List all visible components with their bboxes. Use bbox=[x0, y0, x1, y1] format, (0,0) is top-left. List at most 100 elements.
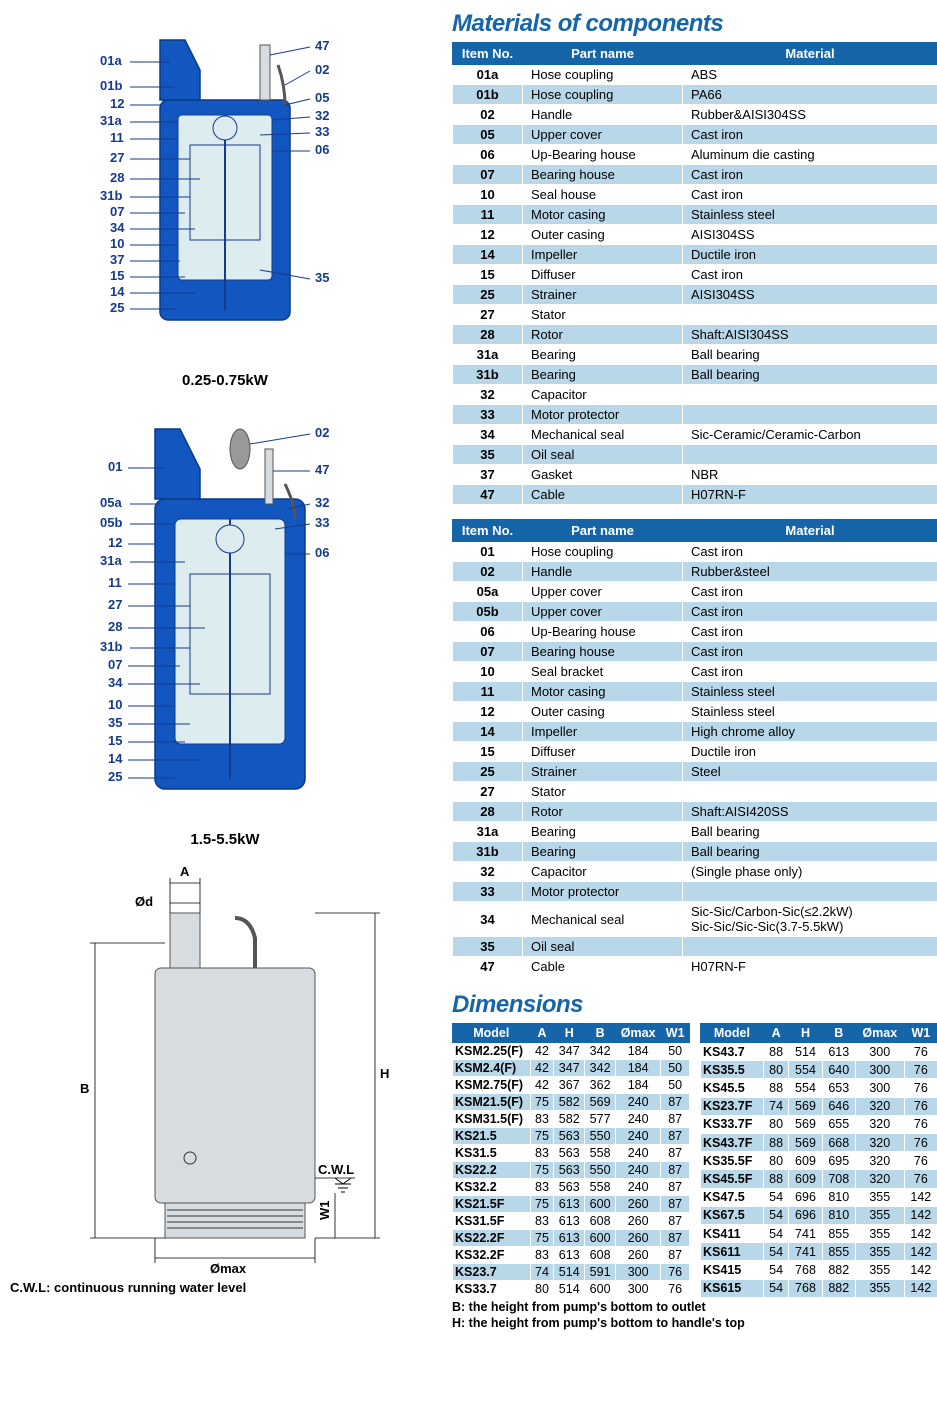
table-cell: NBR bbox=[683, 465, 937, 485]
table-cell: 47 bbox=[453, 957, 523, 977]
table-row: 11Motor casingStainless steel bbox=[453, 682, 937, 702]
materials-table-2: Item No.Part nameMaterial 01Hose couplin… bbox=[452, 519, 937, 977]
table-cell: Rubber&AISI304SS bbox=[683, 105, 937, 125]
table-cell: 76 bbox=[661, 1281, 690, 1298]
table-cell: Ductile iron bbox=[683, 245, 937, 265]
table-cell: 50 bbox=[661, 1043, 690, 1060]
table-cell: 83 bbox=[530, 1179, 554, 1196]
table-cell: AISI304SS bbox=[683, 285, 937, 305]
table-row: KS45.58855465330076 bbox=[701, 1079, 937, 1097]
table-cell bbox=[683, 305, 937, 325]
callout-02-2: 02 bbox=[315, 425, 329, 440]
table-cell: Sic-Ceramic/Ceramic-Carbon bbox=[683, 425, 937, 445]
table-cell: 655 bbox=[822, 1115, 855, 1133]
table-cell: Bearing bbox=[523, 822, 683, 842]
table-row: 10Seal houseCast iron bbox=[453, 185, 937, 205]
table-cell: 76 bbox=[904, 1134, 937, 1152]
table-cell: KS21.5 bbox=[453, 1128, 531, 1145]
table-cell: KS411 bbox=[701, 1225, 764, 1243]
callout-10-2: 10 bbox=[108, 697, 122, 712]
table-cell: KS43.7 bbox=[701, 1043, 764, 1061]
table-cell: 342 bbox=[585, 1043, 616, 1060]
col-header: Model bbox=[701, 1024, 764, 1043]
table-cell: KSM2.75(F) bbox=[453, 1077, 531, 1094]
table-cell: Bearing house bbox=[523, 642, 683, 662]
table-row: 07Bearing houseCast iron bbox=[453, 642, 937, 662]
table-cell: 668 bbox=[822, 1134, 855, 1152]
callout-06: 06 bbox=[315, 142, 329, 157]
table-cell: Bearing house bbox=[523, 165, 683, 185]
table-cell: Steel bbox=[683, 762, 937, 782]
table-cell: 76 bbox=[904, 1043, 937, 1061]
col-header: H bbox=[554, 1024, 585, 1043]
table-cell: 15 bbox=[453, 742, 523, 762]
table-cell: Oil seal bbox=[523, 445, 683, 465]
table-cell: Up-Bearing house bbox=[523, 145, 683, 165]
table-cell: 50 bbox=[661, 1077, 690, 1094]
table-cell: 320 bbox=[855, 1170, 904, 1188]
table-cell: 582 bbox=[554, 1094, 585, 1111]
table-cell: Outer casing bbox=[523, 702, 683, 722]
dimensions-title: Dimensions bbox=[452, 991, 937, 1019]
table-row: 35Oil seal bbox=[453, 445, 937, 465]
table-cell: Rubber&steel bbox=[683, 562, 937, 582]
table-row: 02HandleRubber&AISI304SS bbox=[453, 105, 937, 125]
callout-11-2: 11 bbox=[108, 575, 122, 590]
table-cell: Motor protector bbox=[523, 882, 683, 902]
table-row: 12Outer casingStainless steel bbox=[453, 702, 937, 722]
table-cell: 76 bbox=[904, 1115, 937, 1133]
table-cell: KS22.2F bbox=[453, 1230, 531, 1247]
table-cell: 300 bbox=[855, 1061, 904, 1079]
table-row: KS23.77451459130076 bbox=[453, 1264, 690, 1281]
table-cell: 01 bbox=[453, 542, 523, 562]
table-cell: 563 bbox=[554, 1145, 585, 1162]
table-row: KS31.58356355824087 bbox=[453, 1145, 690, 1162]
table-row: 31bBearingBall bearing bbox=[453, 842, 937, 862]
table-cell: 87 bbox=[661, 1162, 690, 1179]
table-cell: 240 bbox=[616, 1145, 661, 1162]
table-cell: KSM2.4(F) bbox=[453, 1060, 531, 1077]
table-cell: Cast iron bbox=[683, 582, 937, 602]
table-cell: 695 bbox=[822, 1152, 855, 1170]
table-cell: 600 bbox=[585, 1230, 616, 1247]
callout-14: 14 bbox=[110, 284, 125, 299]
col-header: B bbox=[585, 1024, 616, 1043]
table-row: KS32.2F8361360826087 bbox=[453, 1247, 690, 1264]
table-cell: 569 bbox=[789, 1097, 822, 1115]
col-header: Ømax bbox=[616, 1024, 661, 1043]
table-cell: 855 bbox=[822, 1225, 855, 1243]
table-cell: 12 bbox=[453, 225, 523, 245]
table-cell: 54 bbox=[763, 1261, 789, 1279]
table-cell: Cast iron bbox=[683, 622, 937, 642]
table-cell: KS32.2 bbox=[453, 1179, 531, 1196]
table-cell: KS32.2F bbox=[453, 1247, 531, 1264]
table-row: KS41154741855355142 bbox=[701, 1225, 937, 1243]
col-header: H bbox=[789, 1024, 822, 1043]
callout-11: 11 bbox=[110, 130, 124, 145]
table-row: 05Upper coverCast iron bbox=[453, 125, 937, 145]
table-row: 31aBearingBall bearing bbox=[453, 345, 937, 365]
table-cell: 355 bbox=[855, 1243, 904, 1261]
tables-column: Materials of components Item No.Part nam… bbox=[452, 10, 937, 1330]
footnote-b: B: the height from pump's bottom to outl… bbox=[452, 1300, 937, 1314]
dim-b: B bbox=[80, 1081, 89, 1096]
callout-31b-2: 31b bbox=[100, 639, 122, 654]
table-cell: KS611 bbox=[701, 1243, 764, 1261]
table-cell: 768 bbox=[789, 1279, 822, 1297]
callout-47-2: 47 bbox=[315, 462, 329, 477]
table-cell: Mechanical seal bbox=[523, 425, 683, 445]
table-cell: 06 bbox=[453, 145, 523, 165]
table-cell: 87 bbox=[661, 1196, 690, 1213]
table-cell: 646 bbox=[822, 1097, 855, 1115]
table-cell: Impeller bbox=[523, 722, 683, 742]
col-header: W1 bbox=[661, 1024, 690, 1043]
table-cell: KSM2.25(F) bbox=[453, 1043, 531, 1060]
table-cell: 80 bbox=[763, 1115, 789, 1133]
table-cell: AISI304SS bbox=[683, 225, 937, 245]
callout-31b: 31b bbox=[100, 188, 122, 203]
table-cell: Bearing bbox=[523, 842, 683, 862]
table-row: KS47.554696810355142 bbox=[701, 1188, 937, 1206]
diagrams-column: 01a 01b 12 31a 11 27 28 31b 07 34 10 37 … bbox=[10, 10, 440, 1330]
table-cell: Shaft:AISI304SS bbox=[683, 325, 937, 345]
table-cell: Cast iron bbox=[683, 125, 937, 145]
